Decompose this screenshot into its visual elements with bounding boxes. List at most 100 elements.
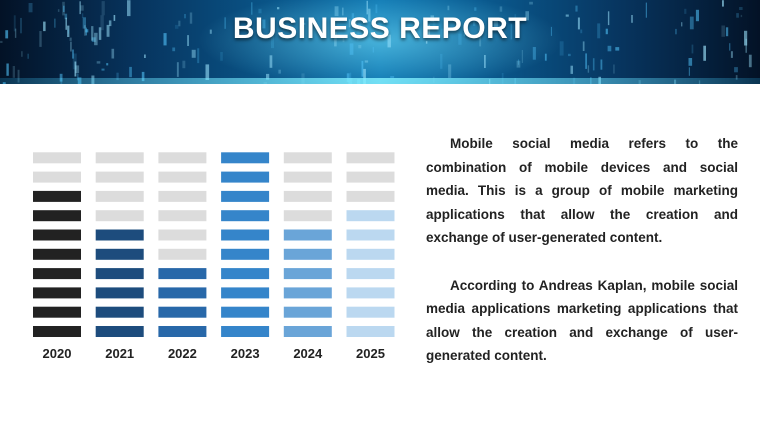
bar-block-2024	[283, 248, 332, 260]
bar-block-2021	[95, 268, 144, 280]
banner-light-segment	[587, 65, 590, 73]
banner-light-segment	[342, 36, 345, 43]
banner-light-segment	[100, 15, 104, 31]
banner-light-segment	[426, 24, 431, 38]
banner-light-segment	[69, 37, 72, 41]
banner-light-segment	[189, 12, 193, 24]
banner-light-segment	[85, 29, 89, 33]
banner-light-segment	[101, 68, 105, 71]
banner-light-segment	[342, 7, 344, 16]
banner-light-segment	[209, 29, 212, 34]
bar-block-2023	[221, 287, 270, 299]
banner-light-segment	[372, 47, 374, 53]
banner-light-segment	[258, 8, 262, 14]
bar-block-2021	[95, 248, 144, 260]
bar-block-2025	[346, 326, 395, 337]
banner-light-segment	[12, 66, 15, 78]
banner-light-segment	[474, 7, 477, 11]
banner-light-segment	[430, 15, 434, 22]
banner-light-segment	[361, 60, 364, 77]
banner-light-segment	[358, 45, 362, 49]
banner-light-segment	[448, 64, 452, 78]
banner-light-segment	[334, 31, 337, 47]
banner-light-segment	[98, 27, 102, 40]
bar-block-2020	[33, 229, 81, 241]
banner-light-segment	[736, 13, 739, 18]
banner-light-segment	[479, 31, 482, 47]
bar-block-2025	[346, 306, 395, 318]
banner-light-segment	[725, 27, 729, 37]
banner-light-segment	[364, 31, 368, 36]
bar-block-2020	[33, 306, 81, 318]
page-title: BUSINESS REPORT	[232, 12, 528, 45]
banner-light-segment	[691, 44, 694, 54]
banner-light-segment	[205, 64, 210, 80]
bar-block-2025	[346, 210, 395, 222]
banner-light-segment	[91, 37, 96, 42]
banner-light-segment	[91, 26, 94, 41]
banner-light-segment	[681, 22, 683, 27]
banner-light-segment	[278, 69, 281, 74]
banner-light-segment	[17, 69, 20, 83]
banner-light-segment	[675, 28, 677, 35]
description-paragraph-2: According to Andreas Kaplan, mobile soci…	[426, 277, 738, 364]
banner-light-segment	[349, 72, 352, 82]
banner-light-segment	[575, 5, 578, 12]
banner-light-segment	[0, 40, 3, 43]
banner-glow-line	[0, 78, 760, 84]
banner-light-segment	[197, 48, 200, 64]
banner-light-segment	[81, 13, 84, 18]
banner-light-segment	[745, 38, 747, 53]
banner-light-segment	[269, 55, 273, 68]
banner-light-segment	[390, 76, 395, 79]
banner-light-segment	[585, 53, 587, 69]
banner-light-segment	[21, 51, 23, 57]
banner-light-segment	[748, 54, 752, 68]
banner-light-segment	[516, 60, 521, 68]
bar-block-2024	[283, 268, 332, 280]
banner-light-segment	[72, 53, 77, 70]
bar-block-2020	[33, 210, 81, 222]
bar-block-2021	[95, 287, 144, 299]
banner-light-segment	[364, 60, 369, 63]
bar-block-2024	[283, 326, 332, 337]
banner-light-segment	[550, 26, 552, 36]
bar-block-2025	[346, 268, 395, 280]
banner-light-segment	[349, 43, 354, 55]
banner-light-segment	[387, 34, 391, 48]
banner-light-segment	[82, 17, 86, 29]
banner-light-segment	[13, 15, 16, 32]
empty-block-2021	[95, 152, 144, 164]
banner-light-segment	[565, 14, 569, 17]
banner-light-segment	[175, 24, 179, 29]
banner-light-segment	[568, 53, 571, 57]
banner-light-segment	[478, 19, 482, 32]
empty-block-2024	[283, 210, 332, 222]
banner-light-segment	[163, 33, 167, 46]
banner-light-segment	[366, 0, 368, 15]
banner-light-segment	[440, 53, 443, 69]
banner-light-segment	[510, 23, 513, 40]
banner-light-segment	[580, 29, 583, 34]
banner-light-segment	[39, 31, 42, 47]
banner-light-segment	[144, 54, 146, 58]
banner-light-segment	[473, 21, 476, 26]
banner-light-segment	[74, 61, 77, 77]
x-tick-label: 2022	[168, 346, 197, 361]
bar-block-2023	[221, 190, 270, 202]
x-tick-label: 2021	[105, 346, 134, 361]
bar-block-2020	[33, 190, 81, 202]
empty-block-2024	[283, 152, 332, 164]
banner-light-segment	[735, 75, 738, 80]
banner-light-segment	[96, 61, 101, 64]
bar-block-2023	[221, 229, 270, 241]
banner-light-segment	[607, 11, 610, 26]
bar-block-2023	[221, 326, 270, 337]
banner-light-segment	[356, 37, 359, 42]
banner-light-segment	[57, 9, 60, 12]
banner-light-segment	[544, 53, 547, 61]
empty-block-2020	[33, 152, 81, 164]
bar-block-2022	[158, 287, 207, 299]
empty-block-2025	[346, 171, 395, 183]
banner-light-segment	[67, 29, 70, 34]
